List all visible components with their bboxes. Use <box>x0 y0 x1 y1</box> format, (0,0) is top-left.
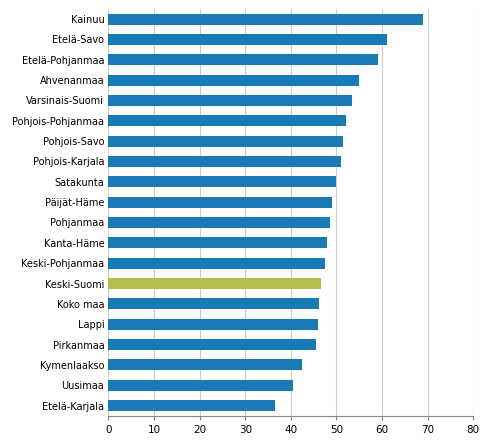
Bar <box>108 135 343 147</box>
Bar <box>108 197 332 208</box>
Bar <box>108 217 330 228</box>
Bar <box>108 257 325 269</box>
Bar <box>108 176 336 187</box>
Bar <box>108 319 318 330</box>
Bar <box>108 380 293 391</box>
Bar <box>108 400 275 411</box>
Bar <box>108 298 319 309</box>
Bar <box>108 54 378 65</box>
Bar <box>108 359 302 371</box>
Bar <box>108 13 423 25</box>
Bar <box>108 34 387 45</box>
Bar <box>108 278 320 289</box>
Bar <box>108 115 346 127</box>
Bar <box>108 237 327 249</box>
Bar <box>108 75 359 86</box>
Bar <box>108 156 341 167</box>
Bar <box>108 339 316 350</box>
Bar <box>108 95 352 106</box>
